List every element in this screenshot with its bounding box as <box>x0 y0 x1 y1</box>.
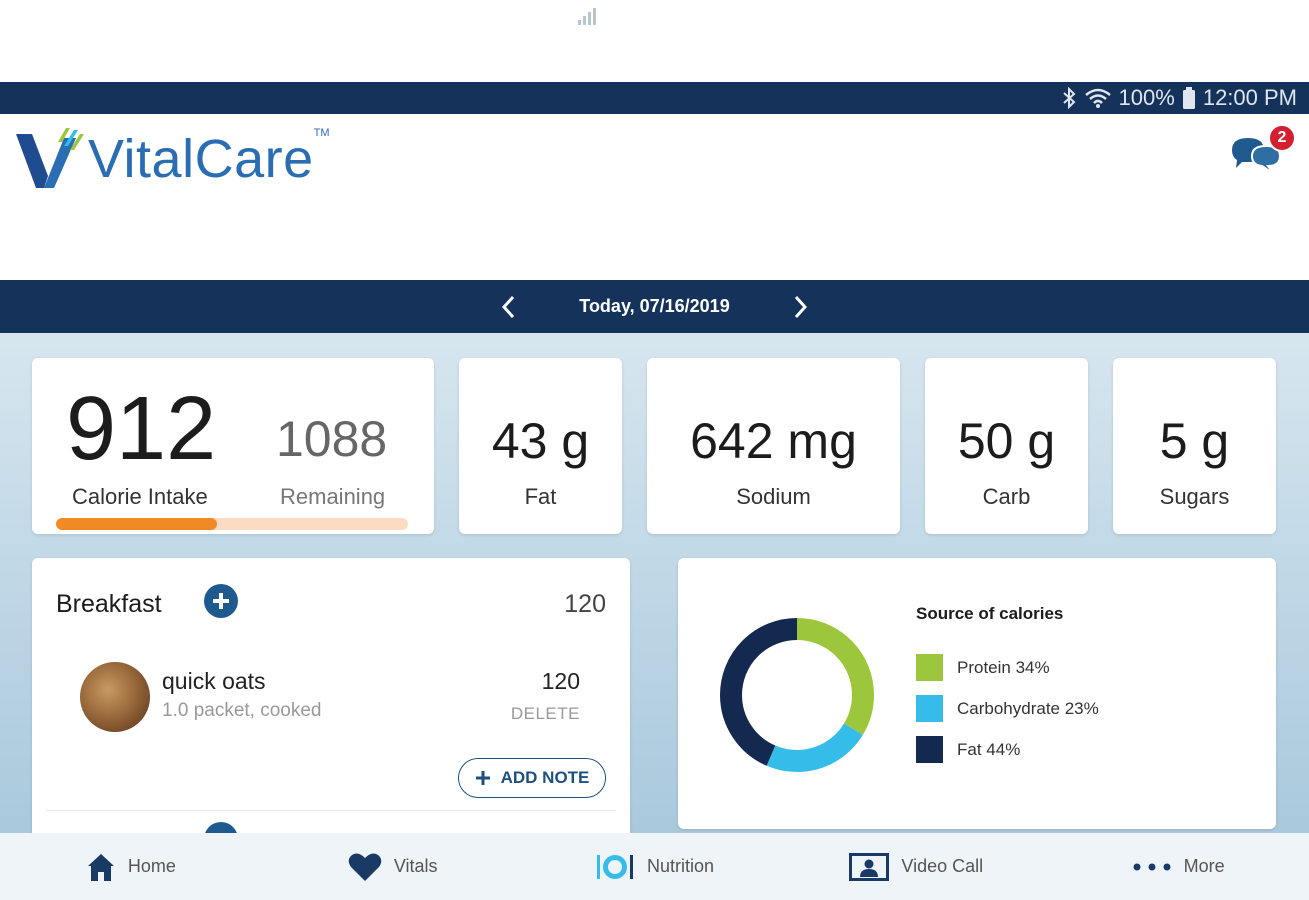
chart-title: Source of calories <box>916 604 1064 623</box>
top-strip <box>0 0 1309 82</box>
fat-card[interactable]: 43 g Fat <box>459 358 622 534</box>
food-name: quick oats <box>162 668 266 694</box>
vitalcare-logo: VitalCare TM <box>14 127 330 190</box>
fat-value: 43 g <box>491 413 590 469</box>
logo-mark-icon <box>16 128 84 188</box>
battery-icon <box>1182 87 1195 109</box>
messages-icon[interactable] <box>1228 126 1288 186</box>
carb-value: 50 g <box>957 413 1056 469</box>
sodium-label: Sodium <box>736 484 811 509</box>
food-serving: 1.0 packet, cooked <box>162 700 322 721</box>
legend-item-carbohydrate: Carbohydrate 23% <box>916 695 1099 722</box>
nav-more[interactable]: More <box>1047 833 1309 900</box>
calorie-card[interactable]: 912 Calorie Intake 1088 Remaining <box>32 358 434 534</box>
nav-home[interactable]: Home <box>0 833 262 900</box>
bottom-navigation: Home Vitals Nutrition Video Call More <box>0 833 1309 900</box>
video-call-icon <box>849 852 890 881</box>
calorie-intake-label: Calorie Intake <box>72 484 208 509</box>
add-note-label: ADD NOTE <box>500 768 590 787</box>
clock: 12:00 PM <box>1202 85 1297 110</box>
calories-remaining-label: Remaining <box>280 484 386 509</box>
battery-percent: 100% <box>1118 85 1175 110</box>
signal-icon <box>578 8 596 25</box>
meal-divider <box>46 810 616 811</box>
status-bar: 100% 12:00 PM <box>0 82 1309 114</box>
food-image <box>80 662 150 732</box>
sugars-card[interactable]: 5 g Sugars <box>1113 358 1276 534</box>
sugars-value: 5 g <box>1159 413 1230 469</box>
legend-label-protein: Protein 34% <box>957 657 1050 677</box>
nav-video-call-label: Video Call <box>901 856 984 876</box>
legend-label-carbohydrate: Carbohydrate 23% <box>957 698 1099 718</box>
home-icon <box>87 853 114 881</box>
nav-nutrition-label: Nutrition <box>646 856 714 876</box>
legend-swatch-protein <box>916 654 943 681</box>
carb-label: Carb <box>982 484 1031 509</box>
heart-icon <box>348 853 382 881</box>
app-header: VitalCare TM <box>0 114 1309 385</box>
meal-total-calories: 120 <box>564 590 606 618</box>
nutrition-dashboard: 912 Calorie Intake 1088 Remaining 43 g F… <box>0 333 1309 848</box>
next-day-button[interactable] <box>780 287 820 327</box>
legend-item-fat: Fat 44% <box>916 736 1020 763</box>
logo-trademark: TM <box>313 127 330 139</box>
calorie-progress-fill <box>56 518 217 530</box>
add-note-button[interactable]: ADD NOTE <box>458 758 606 798</box>
legend-label-fat: Fat 44% <box>957 739 1021 759</box>
chevron-left-icon <box>502 295 515 318</box>
fat-label: Fat <box>524 484 557 509</box>
calories-remaining-value: 1088 <box>276 411 388 467</box>
notification-badge: 2 <box>1268 124 1296 152</box>
donut-slice-carbohydrate <box>720 618 874 772</box>
calorie-progress-bar <box>56 518 408 530</box>
plate-utensils-icon <box>596 854 633 879</box>
nav-video-call[interactable]: Video Call <box>785 833 1047 900</box>
bluetooth-icon <box>1062 87 1075 109</box>
plus-icon <box>213 593 229 609</box>
breakfast-card: Breakfast 120 quick oats 1.0 packet, coo… <box>32 558 630 848</box>
meal-title: Breakfast <box>56 590 162 618</box>
legend-item-protein: Protein 34% <box>916 654 1050 681</box>
legend-swatch-fat <box>916 736 943 763</box>
calorie-source-chart-card: Source of calories Protein 34% Carbohydr… <box>678 558 1276 829</box>
food-calories: 120 <box>541 668 580 694</box>
plus-icon <box>475 771 490 785</box>
chevron-right-icon <box>794 295 807 318</box>
delete-food-button[interactable]: DELETE <box>510 704 580 723</box>
nav-vitals[interactable]: Vitals <box>262 833 524 900</box>
legend-swatch-carbohydrate <box>916 695 943 722</box>
current-date: Today, 07/16/2019 <box>579 296 730 316</box>
nav-vitals-label: Vitals <box>393 856 438 876</box>
donut-slice-fat <box>720 618 874 772</box>
date-navigation: Today, 07/16/2019 <box>0 280 1309 333</box>
more-dots-icon <box>1133 863 1171 870</box>
previous-day-button[interactable] <box>489 287 529 327</box>
nav-home-label: Home <box>127 856 176 876</box>
calorie-donut-chart <box>720 618 874 772</box>
add-breakfast-food-button[interactable] <box>204 584 238 618</box>
sugars-label: Sugars <box>1159 484 1230 509</box>
sodium-card[interactable]: 642 mg Sodium <box>647 358 900 534</box>
nav-nutrition[interactable]: Nutrition <box>524 833 786 900</box>
calorie-intake-value: 912 <box>66 379 217 479</box>
carb-card[interactable]: 50 g Carb <box>925 358 1088 534</box>
logo-text: VitalCare <box>88 129 314 189</box>
sodium-value: 642 mg <box>690 413 857 469</box>
nav-more-label: More <box>1183 856 1225 876</box>
wifi-icon <box>1084 88 1111 108</box>
